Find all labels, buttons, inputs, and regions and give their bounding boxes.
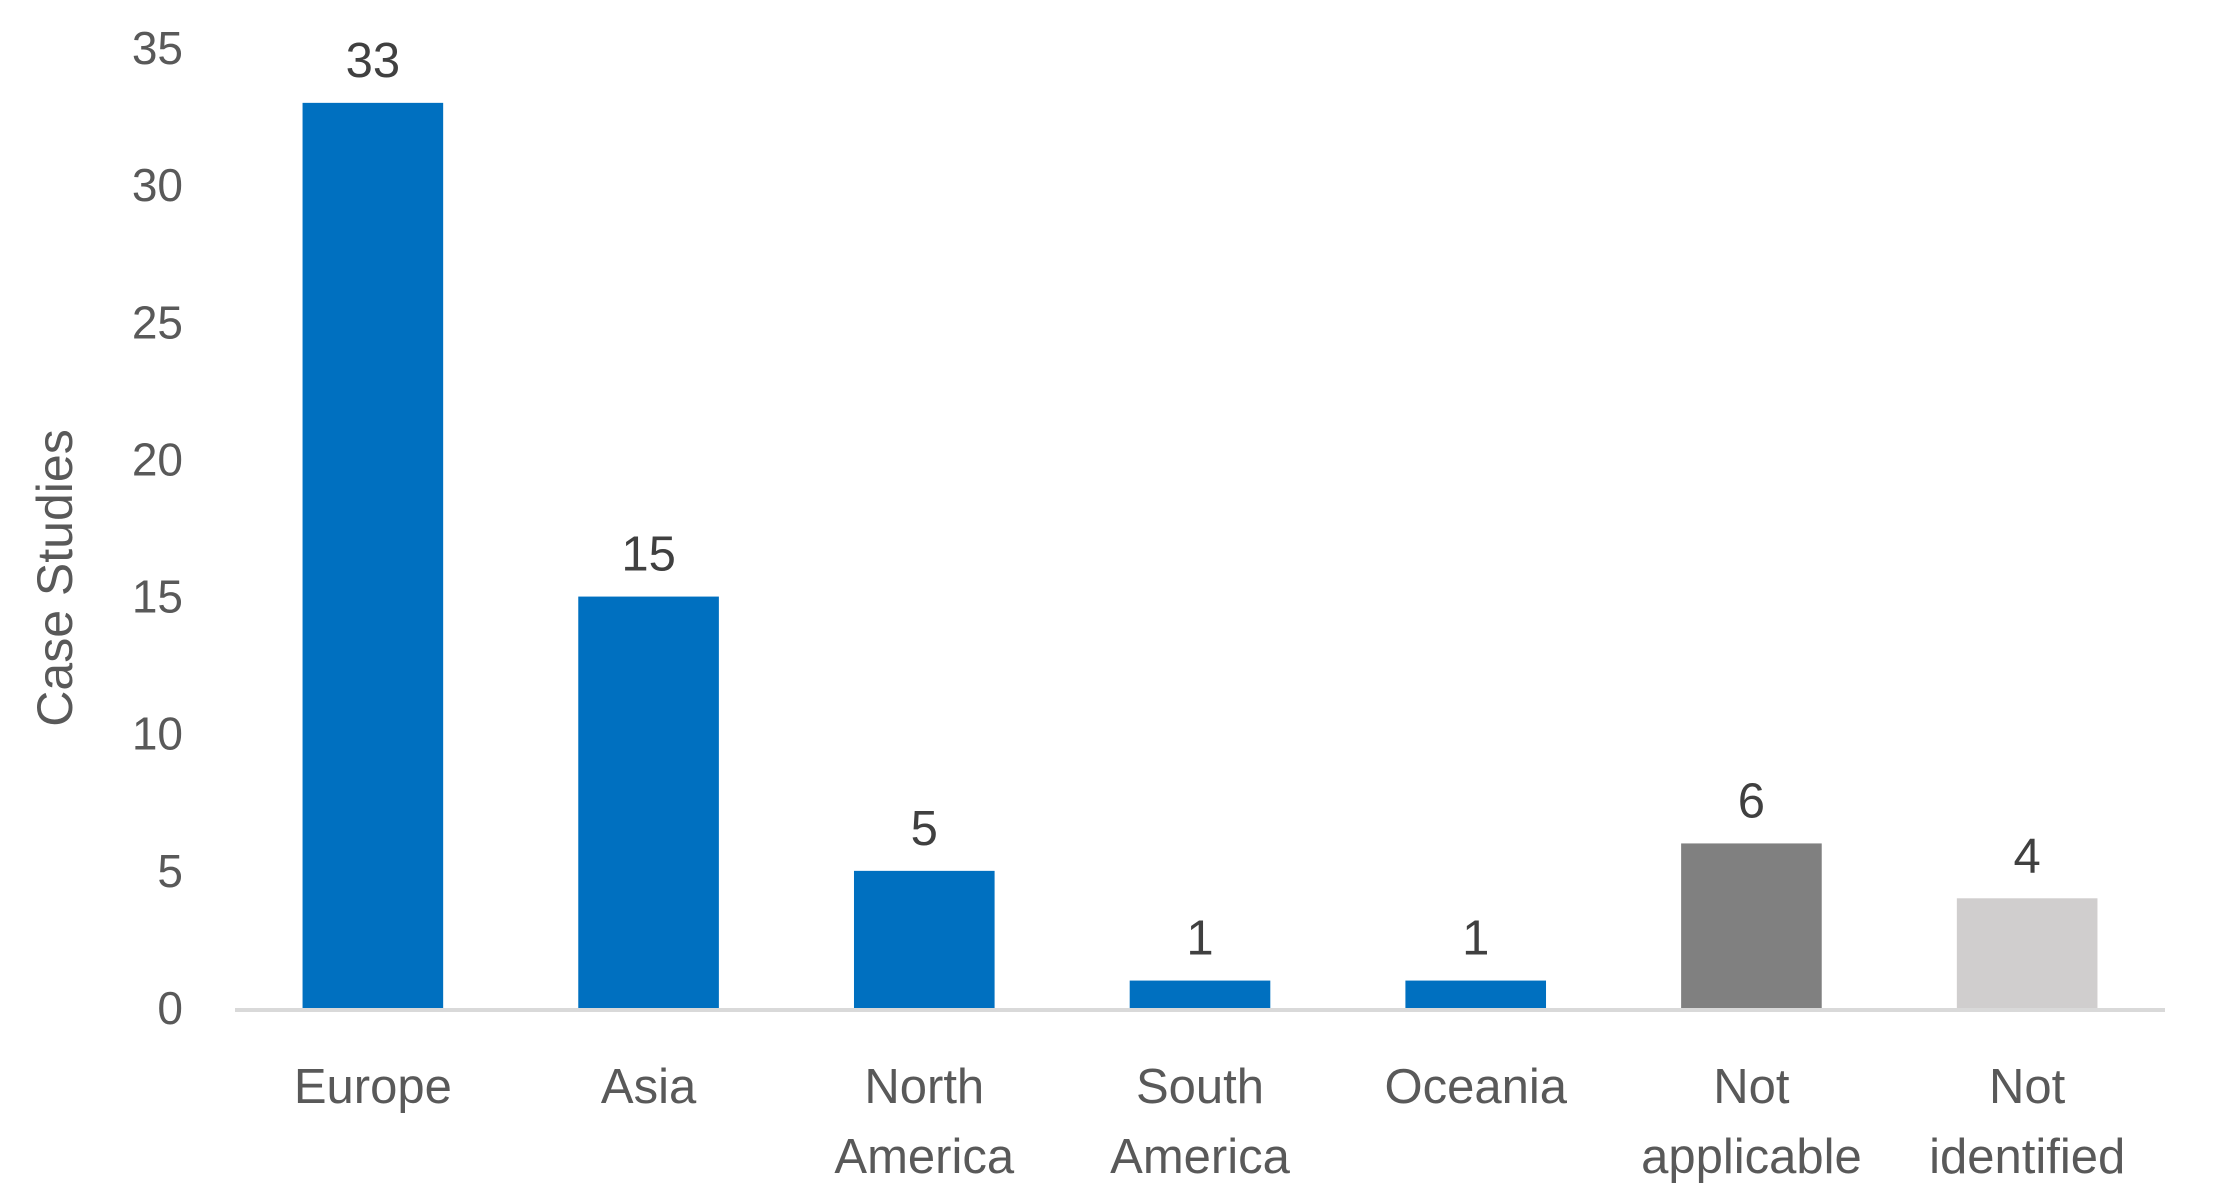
y-tick-label: 5	[157, 845, 183, 897]
y-tick-label: 30	[132, 159, 183, 211]
y-axis-title: Case Studies	[27, 429, 83, 726]
x-category-label: North	[864, 1060, 984, 1114]
bar	[1129, 980, 1271, 1008]
y-tick-label: 15	[132, 571, 183, 623]
bar	[578, 596, 719, 1008]
bars	[302, 102, 2098, 1009]
bar	[853, 870, 995, 1008]
x-category-label: identified	[1929, 1130, 2125, 1184]
x-category-label: Europe	[294, 1060, 452, 1114]
x-category-label: applicable	[1641, 1130, 1862, 1184]
x-category-label: Asia	[601, 1060, 697, 1114]
data-label: 15	[621, 528, 676, 582]
x-category-label: Not	[1989, 1060, 2066, 1114]
data-label: 4	[2014, 829, 2041, 883]
y-tick-label: 0	[157, 982, 183, 1034]
data-label: 33	[346, 34, 401, 88]
data-labels: 33 15 5 1 1 6 4	[346, 34, 2041, 966]
x-category-label: Not	[1713, 1060, 1790, 1114]
data-label: 6	[1738, 774, 1765, 828]
bar	[1405, 980, 1547, 1008]
data-label: 1	[1462, 912, 1489, 966]
x-category-label: South	[1136, 1060, 1264, 1114]
y-tick-label: 35	[132, 22, 183, 74]
x-category-label: America	[834, 1130, 1014, 1184]
x-category-label: America	[1110, 1130, 1290, 1184]
y-tick-label: 25	[132, 296, 183, 348]
data-label: 5	[911, 802, 938, 856]
x-category-label: Oceania	[1384, 1060, 1567, 1114]
bar	[302, 102, 444, 1009]
data-label: 1	[1186, 912, 1213, 966]
bar	[1681, 843, 1822, 1008]
bar	[1956, 898, 2098, 1008]
x-axis-labels: Europe Asia North America South America Oceani…	[294, 1060, 2125, 1184]
y-axis-ticks: 0 5 10 15 20 25 30 35	[132, 22, 183, 1034]
y-tick-label: 10	[132, 708, 183, 760]
y-tick-label: 20	[132, 433, 183, 485]
